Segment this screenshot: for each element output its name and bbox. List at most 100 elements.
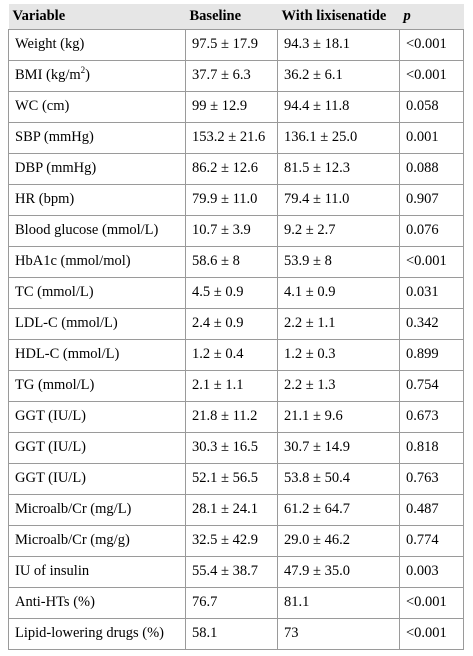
cell-lixisenatide: 79.4 ± 11.0	[277, 183, 400, 216]
cell-lixisenatide: 81.5 ± 12.3	[277, 152, 400, 185]
variable-label: Anti-HTs (%)	[15, 594, 95, 610]
cell-variable: DBP (mmHg)	[8, 152, 186, 185]
cell-lixisenatide: 36.2 ± 6.1	[277, 59, 400, 92]
table-row: Lipid-lowering drugs (%) 58.1 73 <0.001	[8, 617, 464, 650]
cell-lixisenatide: 81.1	[277, 586, 400, 619]
variable-label: HbA1c (mmol/mol)	[15, 253, 131, 269]
cell-variable: HbA1c (mmol/mol)	[8, 245, 186, 278]
cell-variable: Anti-HTs (%)	[8, 586, 186, 619]
table-row: GGT (IU/L) 21.8 ± 11.2 21.1 ± 9.6 0.673	[8, 400, 464, 433]
table-row: Microalb/Cr (mg/L) 28.1 ± 24.1 61.2 ± 64.7…	[8, 493, 464, 526]
cell-baseline: 32.5 ± 42.9	[185, 524, 278, 557]
cell-baseline: 28.1 ± 24.1	[185, 493, 278, 526]
variable-label: HR (bpm)	[15, 191, 75, 207]
cell-p-value: 0.001	[399, 121, 464, 154]
table-row: WC (cm) 99 ± 12.9 94.4 ± 11.8 0.058	[8, 90, 464, 123]
cell-p-value: 0.763	[399, 462, 464, 495]
cell-baseline: 30.3 ± 16.5	[185, 431, 278, 464]
table-row: Blood glucose (mmol/L) 10.7 ± 3.9 9.2 ± 2.…	[8, 214, 464, 247]
cell-p-value: 0.003	[399, 555, 464, 588]
cell-baseline: 79.9 ± 11.0	[185, 183, 278, 216]
cell-variable: HR (bpm)	[8, 183, 186, 216]
cell-variable: GGT (IU/L)	[8, 462, 186, 495]
cell-lixisenatide: 2.2 ± 1.1	[277, 307, 400, 340]
cell-variable: Lipid-lowering drugs (%)	[8, 617, 186, 650]
cell-variable: HDL-C (mmol/L)	[8, 338, 186, 371]
cell-variable: SBP (mmHg)	[8, 121, 186, 154]
cell-baseline: 97.5 ± 17.9	[185, 28, 278, 61]
cell-lixisenatide: 94.4 ± 11.8	[277, 90, 400, 123]
table-row: HbA1c (mmol/mol) 58.6 ± 8 53.9 ± 8 <0.001	[8, 245, 464, 278]
variable-label: IU of insulin	[15, 563, 90, 579]
table-row: TG (mmol/L) 2.1 ± 1.1 2.2 ± 1.3 0.754	[8, 369, 464, 402]
cell-baseline: 153.2 ± 21.6	[185, 121, 278, 154]
cell-p-value: 0.673	[399, 400, 464, 433]
table-row: GGT (IU/L) 30.3 ± 16.5 30.7 ± 14.9 0.818	[8, 431, 464, 464]
cell-p-value: 0.058	[399, 90, 464, 123]
header-row: Variable Baseline With lixisenatide p	[8, 4, 464, 29]
cell-p-value: 0.487	[399, 493, 464, 526]
table-row: SBP (mmHg) 153.2 ± 21.6 136.1 ± 25.0 0.001	[8, 121, 464, 154]
table-row: HDL-C (mmol/L) 1.2 ± 0.4 1.2 ± 0.3 0.899	[8, 338, 464, 371]
cell-baseline: 58.1	[185, 617, 278, 650]
cell-lixisenatide: 47.9 ± 35.0	[277, 555, 400, 588]
variable-label: BMI (kg/m	[15, 67, 81, 83]
cell-baseline: 55.4 ± 38.7	[185, 555, 278, 588]
cell-lixisenatide: 53.9 ± 8	[277, 245, 400, 278]
table-header: Variable Baseline With lixisenatide p	[8, 4, 464, 29]
cell-lixisenatide: 30.7 ± 14.9	[277, 431, 400, 464]
cell-baseline: 37.7 ± 6.3	[185, 59, 278, 92]
cell-baseline: 21.8 ± 11.2	[185, 400, 278, 433]
variable-label: DBP (mmHg)	[15, 160, 97, 176]
cell-lixisenatide: 21.1 ± 9.6	[277, 400, 400, 433]
cell-variable: Microalb/Cr (mg/L)	[8, 493, 186, 526]
cell-variable: GGT (IU/L)	[8, 400, 186, 433]
results-table: Variable Baseline With lixisenatide p We…	[8, 4, 464, 650]
table-row: TC (mmol/L) 4.5 ± 0.9 4.1 ± 0.9 0.031	[8, 276, 464, 309]
variable-label: GGT (IU/L)	[15, 470, 87, 486]
table-row: IU of insulin 55.4 ± 38.7 47.9 ± 35.0 0.003	[8, 555, 464, 588]
cell-p-value: 0.342	[399, 307, 464, 340]
cell-baseline: 1.2 ± 0.4	[185, 338, 278, 371]
table-row: Weight (kg) 97.5 ± 17.9 94.3 ± 18.1 <0.001	[8, 28, 464, 61]
cell-lixisenatide: 4.1 ± 0.9	[277, 276, 400, 309]
variable-superscript: 2	[80, 65, 86, 76]
cell-baseline: 99 ± 12.9	[185, 90, 278, 123]
header-variable: Variable	[12, 7, 66, 24]
variable-label: SBP (mmHg)	[15, 129, 94, 145]
cell-baseline: 52.1 ± 56.5	[185, 462, 278, 495]
variable-label: Lipid-lowering drugs (%)	[15, 625, 164, 641]
variable-label: Microalb/Cr (mg/g)	[15, 532, 130, 548]
cell-baseline: 2.4 ± 0.9	[185, 307, 278, 340]
variable-label: Weight (kg)	[15, 36, 85, 52]
header-p-value: p	[403, 7, 411, 24]
cell-lixisenatide: 94.3 ± 18.1	[277, 28, 400, 61]
cell-variable: Weight (kg)	[8, 28, 186, 61]
cell-baseline: 2.1 ± 1.1	[185, 369, 278, 402]
cell-lixisenatide: 73	[277, 617, 400, 650]
cell-p-value: <0.001	[399, 617, 464, 650]
table-body: Weight (kg) 97.5 ± 17.9 94.3 ± 18.1 <0.001 B…	[8, 28, 464, 650]
cell-p-value: <0.001	[399, 28, 464, 61]
cell-p-value: <0.001	[399, 586, 464, 619]
table-row: Microalb/Cr (mg/g) 32.5 ± 42.9 29.0 ± 46.2…	[8, 524, 464, 557]
cell-variable: Microalb/Cr (mg/g)	[8, 524, 186, 557]
cell-variable: WC (cm)	[8, 90, 186, 123]
variable-label: WC (cm)	[15, 98, 70, 114]
variable-label: GGT (IU/L)	[15, 439, 87, 455]
cell-variable: TG (mmol/L)	[8, 369, 186, 402]
variable-label: GGT (IU/L)	[15, 408, 87, 424]
cell-lixisenatide: 29.0 ± 46.2	[277, 524, 400, 557]
cell-p-value: 0.899	[399, 338, 464, 371]
table-row: DBP (mmHg) 86.2 ± 12.6 81.5 ± 12.3 0.088	[8, 152, 464, 185]
variable-label: TG (mmol/L)	[15, 377, 95, 393]
cell-p-value: 0.818	[399, 431, 464, 464]
cell-p-value: 0.088	[399, 152, 464, 185]
header-lixisenatide: With lixisenatide	[281, 7, 387, 24]
cell-p-value: 0.774	[399, 524, 464, 557]
table-row: Anti-HTs (%) 76.7 81.1 <0.001	[8, 586, 464, 619]
cell-baseline: 4.5 ± 0.9	[185, 276, 278, 309]
cell-baseline: 86.2 ± 12.6	[185, 152, 278, 185]
cell-p-value: 0.907	[399, 183, 464, 216]
